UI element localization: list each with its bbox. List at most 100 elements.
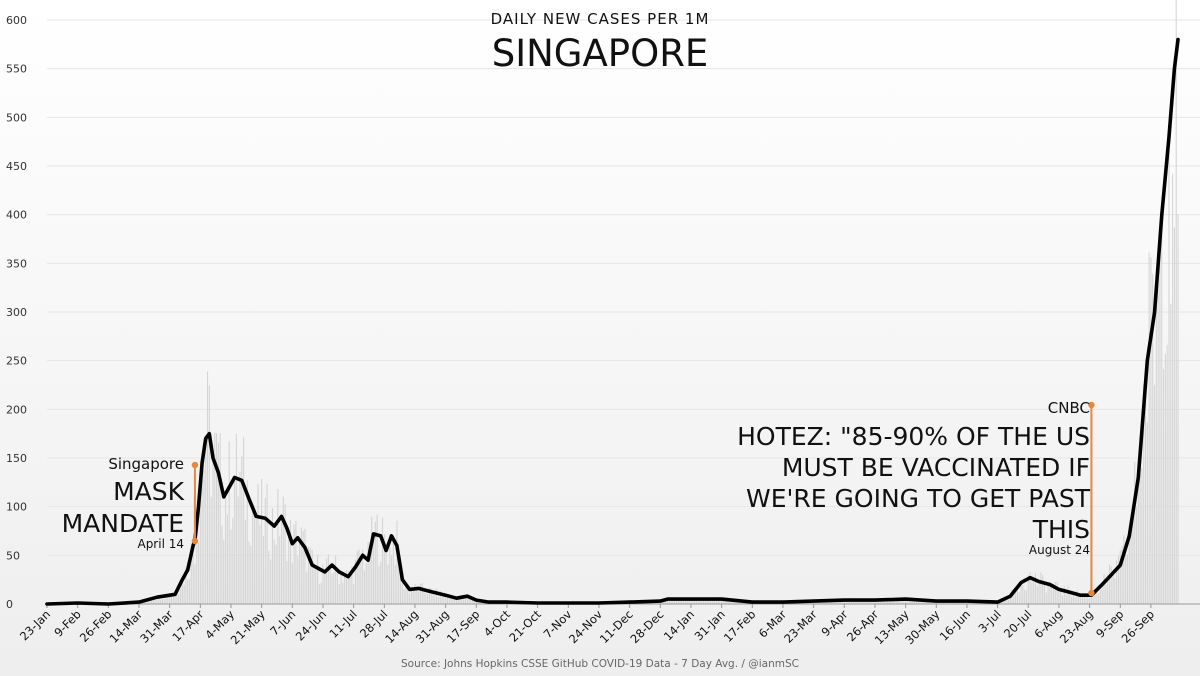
- daily-bar: [1168, 145, 1170, 604]
- daily-bar: [1110, 566, 1112, 604]
- daily-bar: [410, 588, 412, 604]
- daily-bar: [183, 585, 185, 604]
- daily-bar: [683, 599, 685, 604]
- daily-bar: [1177, 214, 1179, 604]
- daily-bar: [407, 585, 409, 604]
- daily-bar: [390, 555, 393, 604]
- y-tick-label: 100: [6, 501, 27, 514]
- daily-bar: [1072, 595, 1074, 604]
- daily-bar: [464, 594, 467, 604]
- daily-bar: [1045, 592, 1047, 604]
- daily-bar: [383, 533, 385, 604]
- daily-bar: [345, 570, 347, 604]
- hotez-marker-dot-top: [1088, 401, 1095, 409]
- daily-bar: [1130, 526, 1132, 604]
- mask-mandate-marker-dot-top: [191, 461, 199, 469]
- daily-bar: [1154, 384, 1156, 604]
- daily-bar: [706, 599, 708, 604]
- daily-bar: [885, 600, 887, 604]
- daily-bar: [443, 593, 445, 604]
- daily-bar: [831, 601, 833, 604]
- right-annotation-headline-4: THIS: [1032, 515, 1090, 544]
- chart-subtitle: SINGAPORE: [491, 32, 709, 75]
- daily-bar: [704, 600, 706, 604]
- daily-bar: [1024, 589, 1026, 604]
- left-annotation-source: Singapore: [108, 455, 184, 473]
- daily-bar: [1092, 594, 1094, 604]
- daily-bar: [1027, 575, 1029, 604]
- daily-bar: [225, 494, 227, 604]
- daily-bar: [273, 539, 275, 604]
- series-line-group: [45, 37, 1180, 606]
- daily-bar: [721, 599, 723, 604]
- daily-bar: [912, 598, 914, 604]
- daily-bar: [719, 598, 721, 604]
- daily-bar: [208, 385, 210, 604]
- daily-bar: [894, 598, 896, 604]
- daily-bar: [371, 516, 373, 604]
- y-tick-label: 350: [6, 257, 27, 270]
- daily-bar: [437, 597, 439, 604]
- daily-bar: [313, 562, 315, 604]
- daily-bar: [957, 601, 959, 604]
- daily-bar: [378, 566, 380, 604]
- daily-bar: [275, 544, 277, 604]
- daily-bar: [1163, 368, 1165, 604]
- daily-bar: [712, 597, 714, 604]
- daily-bar: [735, 601, 737, 604]
- daily-bar: [268, 550, 270, 604]
- daily-bar: [924, 601, 927, 604]
- daily-bar: [1137, 481, 1139, 604]
- daily-bar: [876, 600, 878, 604]
- daily-bar: [1065, 594, 1067, 604]
- daily-bar: [677, 598, 679, 604]
- daily-bar: [1013, 592, 1015, 604]
- daily-bar: [856, 601, 858, 604]
- daily-bar: [854, 600, 856, 604]
- daily-bar: [147, 599, 149, 604]
- daily-bar: [1157, 272, 1159, 604]
- right-annotation-source: CNBC: [1047, 399, 1090, 417]
- daily-bar: [466, 596, 468, 604]
- daily-bar: [1006, 600, 1008, 604]
- daily-bar: [302, 530, 304, 604]
- daily-bar: [262, 535, 265, 604]
- daily-bar: [477, 600, 479, 604]
- left-annotation-headline-1: MASK: [113, 477, 184, 506]
- y-tick-label: 400: [6, 209, 27, 222]
- y-tick-label: 450: [6, 160, 27, 173]
- daily-bar: [890, 599, 892, 604]
- daily-bar: [210, 496, 212, 604]
- daily-bar: [214, 432, 216, 604]
- daily-bar: [1098, 593, 1100, 604]
- daily-bar: [1119, 550, 1121, 604]
- daily-bar: [1087, 593, 1089, 604]
- daily-bar: [695, 599, 697, 604]
- daily-bar: [1031, 582, 1033, 604]
- daily-bar: [672, 600, 674, 604]
- daily-bar: [239, 471, 241, 604]
- daily-bar: [1166, 344, 1168, 604]
- daily-bar: [1056, 581, 1058, 604]
- daily-bar: [308, 546, 310, 604]
- daily-bar: [1090, 593, 1092, 604]
- right-annotation-headline-3: WE'RE GOING TO GET PAST: [746, 484, 1090, 513]
- daily-bar: [309, 547, 311, 604]
- daily-bar: [178, 594, 180, 604]
- daily-bar: [165, 595, 167, 604]
- daily-bar: [1139, 473, 1141, 604]
- daily-bar: [1047, 582, 1049, 604]
- daily-bar: [917, 599, 919, 604]
- chart-title: DAILY NEW CASES PER 1M: [490, 10, 710, 28]
- daily-bar: [340, 572, 342, 604]
- daily-bar: [279, 536, 281, 604]
- daily-bar: [192, 549, 194, 604]
- daily-bar: [394, 564, 396, 604]
- daily-bar: [372, 536, 375, 604]
- daily-bar: [244, 519, 246, 604]
- daily-bar: [690, 598, 692, 604]
- y-tick-label: 0: [6, 598, 13, 611]
- daily-bar: [459, 598, 461, 604]
- daily-bar: [1078, 595, 1080, 604]
- daily-bar: [219, 433, 221, 604]
